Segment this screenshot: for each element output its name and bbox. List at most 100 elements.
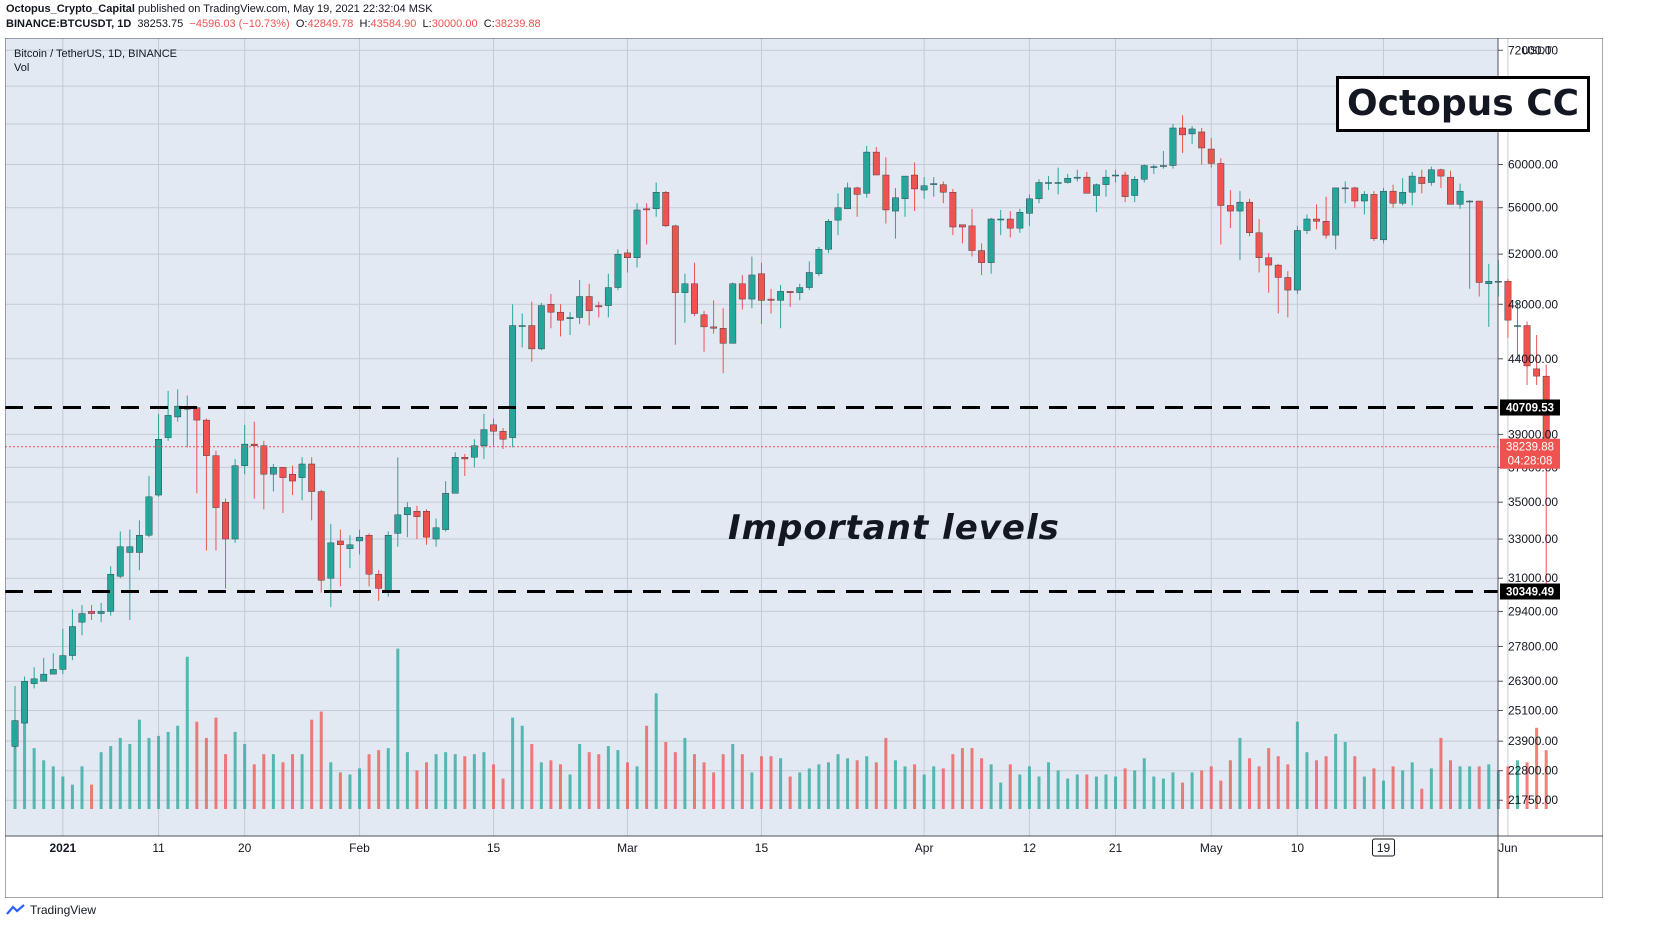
volume-bar xyxy=(1458,766,1462,809)
candlestick-chart[interactable]: 21750.00 22800.00 23900.00 25100.00 26300.00… xyxy=(5,38,1603,898)
candle-body xyxy=(451,457,459,494)
volume-bar xyxy=(932,766,936,809)
candle xyxy=(1188,126,1196,144)
high-value: 43584.90 xyxy=(370,18,417,30)
volume-bar xyxy=(1228,760,1232,809)
candle xyxy=(1456,183,1464,209)
candle xyxy=(700,310,708,352)
volume-bar xyxy=(1181,782,1185,809)
candle-body xyxy=(1303,218,1311,231)
volume-bar xyxy=(176,725,180,809)
candle-body xyxy=(375,573,383,589)
volume-bar xyxy=(1142,758,1146,809)
candle-body xyxy=(1207,148,1215,164)
volume-bar xyxy=(1075,774,1079,809)
candle-body xyxy=(413,510,421,517)
candle xyxy=(1035,179,1043,204)
volume-bar xyxy=(185,656,189,809)
volume-bar xyxy=(137,719,141,809)
volume-bar xyxy=(377,750,381,809)
date-tick-label: 15 xyxy=(755,841,769,855)
candle xyxy=(1102,169,1110,197)
candle-body xyxy=(1026,198,1033,214)
candle xyxy=(1054,167,1062,195)
price-tick-label: 35000.00 xyxy=(1508,495,1558,509)
volume-bar xyxy=(1200,770,1204,809)
volume-bar xyxy=(195,721,199,809)
current-price-badge xyxy=(1500,438,1560,469)
candle-body xyxy=(442,493,450,530)
candle-body xyxy=(1456,190,1464,205)
candle-body xyxy=(327,542,335,579)
volume-bar xyxy=(1276,756,1280,809)
publish-info: Octopus_Crypto_Capital published on Trad… xyxy=(6,3,433,15)
candle-body xyxy=(1035,182,1043,200)
candle-body xyxy=(1533,368,1541,377)
candle-body xyxy=(1064,178,1072,183)
candle-body xyxy=(1016,211,1024,229)
price-tick-label: 23900.00 xyxy=(1508,734,1558,748)
volume-bar xyxy=(70,784,74,809)
volume-bar xyxy=(836,754,840,809)
candle xyxy=(1437,168,1445,188)
candle-body xyxy=(767,298,775,301)
candle xyxy=(375,570,383,601)
candle xyxy=(1179,115,1186,154)
close-value: 38239.88 xyxy=(494,18,541,30)
candle-body xyxy=(241,443,249,466)
candle-body xyxy=(671,225,679,293)
candle xyxy=(949,188,957,236)
candle xyxy=(662,191,670,228)
candle-body xyxy=(557,311,564,321)
candle-body xyxy=(222,501,229,540)
volume-bar xyxy=(597,754,601,809)
volume-bar xyxy=(874,762,878,809)
volume-bar xyxy=(865,756,869,809)
volume-bar xyxy=(587,752,591,809)
price-tick-label: 22800.00 xyxy=(1508,764,1558,778)
candle xyxy=(815,246,823,277)
volume-bar xyxy=(1171,772,1175,809)
candle xyxy=(1427,166,1435,186)
volume-bar xyxy=(243,744,247,809)
candle xyxy=(1418,169,1426,194)
candle xyxy=(1380,187,1387,244)
candle xyxy=(155,413,162,497)
volume-bar xyxy=(214,717,218,809)
volume-bar xyxy=(61,776,65,809)
date-tick-label: Mar xyxy=(617,841,638,855)
volume-bar xyxy=(970,748,974,809)
volume-bar xyxy=(271,754,275,809)
volume-bar xyxy=(980,758,984,809)
volume-bar xyxy=(779,758,783,809)
candle xyxy=(356,529,363,555)
volume-bar xyxy=(1372,768,1376,809)
candle-body xyxy=(1102,176,1110,185)
chart-legend: Bitcoin / TetherUS, 1D, BINANCE Vol xyxy=(14,47,177,75)
candle xyxy=(336,529,344,587)
volume-bar xyxy=(539,762,543,809)
chart-area[interactable]: 21750.00 22800.00 23900.00 25100.00 26300.00… xyxy=(5,38,1603,898)
candle xyxy=(1303,214,1311,234)
volume-bar xyxy=(788,776,792,809)
candle-body xyxy=(1466,200,1474,203)
date-tick-label: 21 xyxy=(1109,841,1123,855)
volume-bar xyxy=(425,762,429,809)
volume-bar xyxy=(721,754,725,809)
volume-bar xyxy=(319,711,323,809)
candle xyxy=(461,453,469,476)
candle-body xyxy=(1447,176,1454,205)
candle-body xyxy=(212,455,220,508)
candle-body xyxy=(59,655,67,670)
candle-body xyxy=(1389,190,1397,204)
date-tick-label: 2021 xyxy=(49,841,76,855)
candle-body xyxy=(470,445,478,458)
brand-label: Octopus CC xyxy=(1336,76,1591,132)
candle xyxy=(557,304,564,337)
candle-body xyxy=(1514,325,1521,327)
volume-bar xyxy=(654,693,658,809)
candle xyxy=(671,224,679,345)
candle xyxy=(1466,199,1474,289)
volume-bar xyxy=(262,754,266,809)
candle-body xyxy=(193,407,201,421)
